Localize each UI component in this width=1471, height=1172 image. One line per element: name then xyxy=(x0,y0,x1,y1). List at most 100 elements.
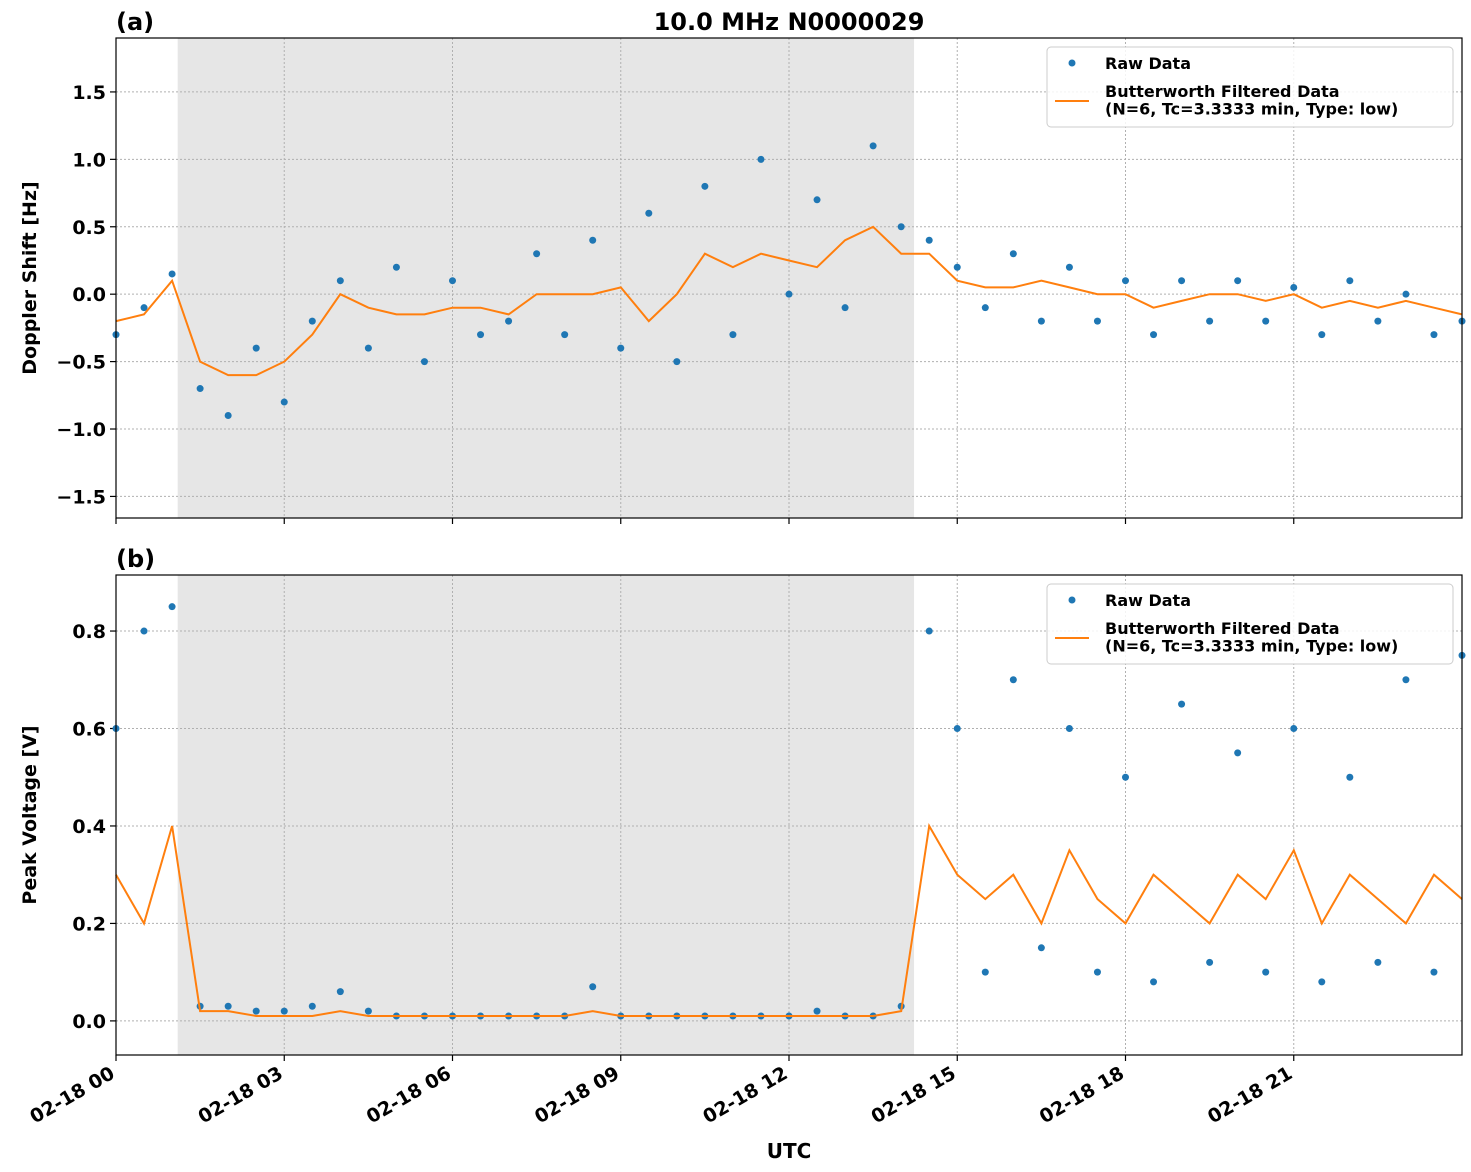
x-tick-label: 02-18 09 xyxy=(531,1062,623,1128)
raw-point xyxy=(533,250,541,258)
raw-point xyxy=(617,344,625,352)
legend-label: Raw Data xyxy=(1105,54,1191,73)
y-tick-label: 0.0 xyxy=(72,1011,106,1033)
raw-point xyxy=(1206,317,1214,325)
y-tick-label: −0.5 xyxy=(56,352,106,374)
raw-point xyxy=(1037,944,1045,952)
legend-label: Butterworth Filtered Data (N=6, Tc=3.3333… xyxy=(1105,619,1398,656)
raw-point xyxy=(308,317,316,325)
panel-label: (b) xyxy=(116,545,155,573)
raw-point xyxy=(729,331,737,339)
raw-point xyxy=(1037,317,1045,325)
raw-point xyxy=(364,1007,372,1015)
raw-point xyxy=(1093,317,1101,325)
raw-point xyxy=(280,398,288,406)
raw-point xyxy=(1009,676,1017,684)
raw-point xyxy=(1178,277,1186,285)
raw-point xyxy=(897,223,905,231)
x-tick-label: 02-18 18 xyxy=(1036,1062,1128,1128)
night-shade xyxy=(177,38,915,518)
raw-point xyxy=(1262,968,1270,976)
raw-point xyxy=(1290,725,1298,733)
raw-point xyxy=(392,263,400,271)
plot-frame xyxy=(115,574,1463,1056)
raw-point xyxy=(364,344,372,352)
raw-point xyxy=(140,304,148,312)
raw-point xyxy=(1346,277,1354,285)
y-axis-label: Peak Voltage [V] xyxy=(19,725,41,904)
night-shade xyxy=(177,575,915,1055)
raw-point xyxy=(757,155,765,163)
raw-point xyxy=(1178,700,1186,708)
raw-point xyxy=(1346,773,1354,781)
y-tick-label: −1.5 xyxy=(56,486,106,508)
y-tick-label: 0.8 xyxy=(72,621,106,643)
raw-point xyxy=(1009,250,1017,258)
raw-point xyxy=(1374,958,1382,966)
legend-label: Butterworth Filtered Data (N=6, Tc=3.3333… xyxy=(1105,82,1398,119)
y-tick-label: 0.5 xyxy=(72,217,106,239)
raw-point xyxy=(673,358,681,366)
raw-point xyxy=(224,412,232,420)
x-tick-label: 02-18 00 xyxy=(26,1062,118,1128)
raw-point xyxy=(813,196,821,204)
raw-point xyxy=(813,1007,821,1015)
plot-frame xyxy=(115,37,1463,519)
raw-point xyxy=(1402,290,1410,298)
raw-point xyxy=(420,358,428,366)
y-tick-label: 1.0 xyxy=(72,149,106,171)
raw-point xyxy=(589,983,597,991)
raw-point xyxy=(841,304,849,312)
legend-marker xyxy=(1068,59,1076,67)
raw-point xyxy=(1065,725,1073,733)
raw-point xyxy=(449,277,456,285)
raw-point xyxy=(1262,317,1270,325)
legend-box xyxy=(1046,583,1454,665)
legend-marker xyxy=(1068,596,1076,604)
raw-point xyxy=(280,1007,288,1015)
raw-point xyxy=(953,725,961,733)
filtered-line xyxy=(115,823,1463,1017)
raw-point xyxy=(252,1007,260,1015)
raw-point xyxy=(477,331,485,339)
raw-point xyxy=(168,603,176,611)
raw-point xyxy=(1430,331,1438,339)
raw-point xyxy=(336,988,344,996)
raw-point xyxy=(869,142,877,150)
raw-point xyxy=(505,317,513,325)
y-tick-label: −1.0 xyxy=(56,419,106,441)
x-tick-label: 02-18 15 xyxy=(867,1062,959,1128)
raw-point xyxy=(785,290,793,298)
y-tick-label: 0.0 xyxy=(72,284,106,306)
raw-point xyxy=(336,277,344,285)
raw-point xyxy=(701,182,709,190)
raw-point xyxy=(589,236,597,244)
raw-point xyxy=(1234,277,1242,285)
y-tick-label: 1.5 xyxy=(72,82,106,104)
raw-point xyxy=(224,1002,232,1010)
filtered-line xyxy=(115,225,1463,377)
raw-point xyxy=(196,385,204,393)
y-axis-label: Doppler Shift [Hz] xyxy=(19,181,41,374)
raw-point xyxy=(925,236,933,244)
raw-point xyxy=(308,1002,316,1010)
raw-point xyxy=(1374,317,1382,325)
raw-point xyxy=(1206,958,1214,966)
raw-point xyxy=(1150,978,1158,986)
raw-point xyxy=(925,627,933,635)
raw-point xyxy=(981,304,989,312)
raw-point xyxy=(645,209,653,217)
x-tick-label: 02-18 12 xyxy=(699,1062,791,1128)
y-tick-label: 0.4 xyxy=(72,816,106,838)
raw-point xyxy=(981,968,989,976)
raw-point xyxy=(140,627,148,635)
raw-point xyxy=(561,331,569,339)
raw-point xyxy=(252,344,260,352)
raw-point xyxy=(1122,277,1129,285)
chart-title: 10.0 MHz N0000029 xyxy=(654,8,925,36)
raw-point xyxy=(1318,978,1326,986)
x-tick-label: 02-18 06 xyxy=(363,1062,455,1128)
y-tick-label: 0.6 xyxy=(72,719,106,741)
panel-label: (a) xyxy=(116,8,154,36)
